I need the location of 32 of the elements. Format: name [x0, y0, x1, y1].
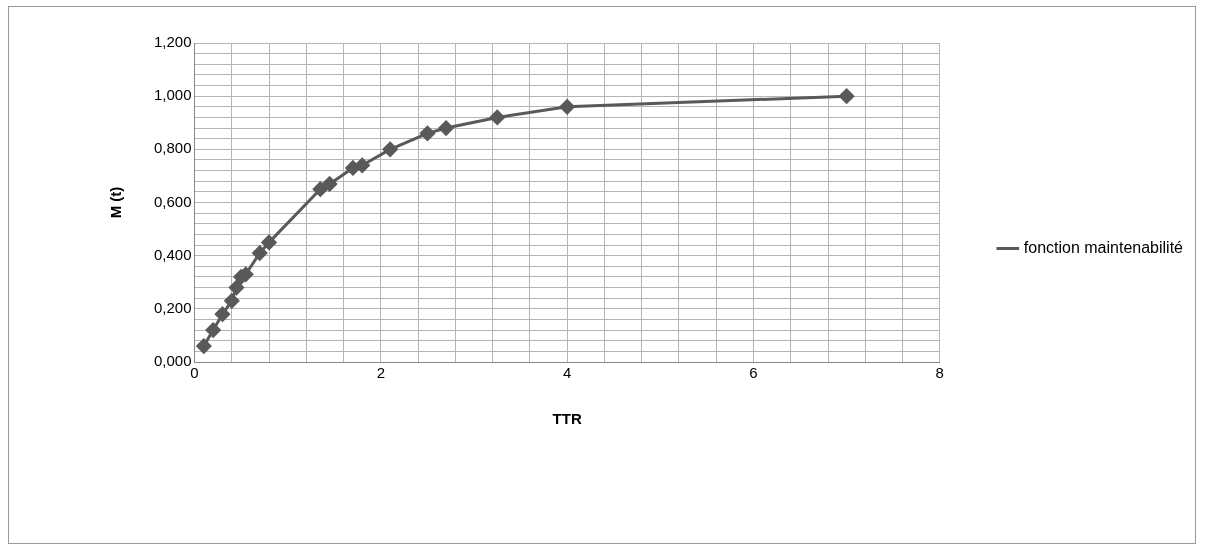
point: [559, 99, 575, 115]
point: [228, 280, 244, 296]
point: [839, 88, 855, 104]
legend-label: fonction maintenabilité: [1023, 238, 1184, 256]
y-tick-label: 0,800: [153, 139, 192, 157]
x-tick-label: 6: [749, 364, 758, 382]
y-tick-label: 0,000: [153, 352, 192, 370]
point: [354, 157, 370, 173]
point: [438, 120, 454, 136]
x-tick-label: 4: [562, 364, 572, 382]
y-tick-label: 0,200: [153, 298, 192, 316]
point: [345, 160, 361, 176]
point: [489, 109, 505, 125]
point: [205, 322, 221, 338]
point: [224, 293, 240, 309]
x-tick-label: 2: [376, 364, 386, 382]
point: [322, 176, 338, 192]
y-tick-label: 0,600: [153, 192, 192, 210]
point: [261, 234, 277, 250]
point: [382, 141, 398, 157]
point: [252, 245, 268, 261]
y-tick-label: 1,000: [153, 86, 192, 104]
point: [196, 338, 212, 354]
point: [214, 306, 230, 322]
point: [312, 181, 328, 197]
x-tick-label: 8: [935, 364, 944, 382]
x-tick-label: 0: [190, 364, 199, 382]
point: [419, 125, 435, 141]
y-tick-label: 0,400: [153, 245, 192, 263]
y-axis-title: M (t): [107, 186, 125, 219]
y-tick-label: 1,200: [153, 33, 192, 51]
x-axis-title: TTR: [552, 410, 582, 428]
